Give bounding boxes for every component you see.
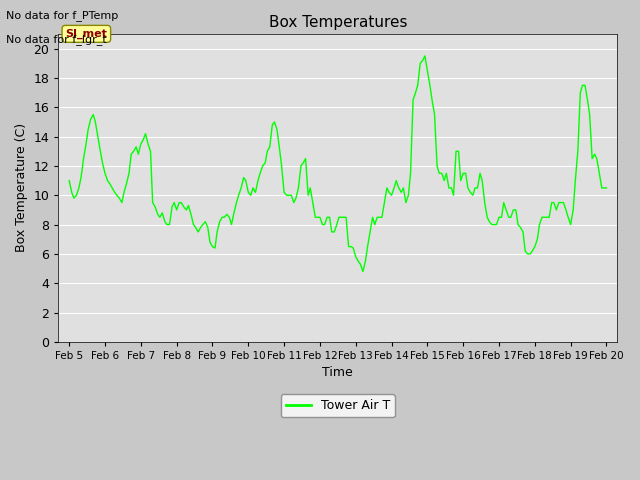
Text: SI_met: SI_met [65,29,108,39]
X-axis label: Time: Time [323,367,353,380]
Title: Box Temperatures: Box Temperatures [269,15,407,30]
Y-axis label: Box Temperature (C): Box Temperature (C) [15,123,28,252]
Text: No data for f_lgr_t: No data for f_lgr_t [6,34,107,45]
Legend: Tower Air T: Tower Air T [281,395,395,417]
Text: No data for f_PTemp: No data for f_PTemp [6,10,118,21]
